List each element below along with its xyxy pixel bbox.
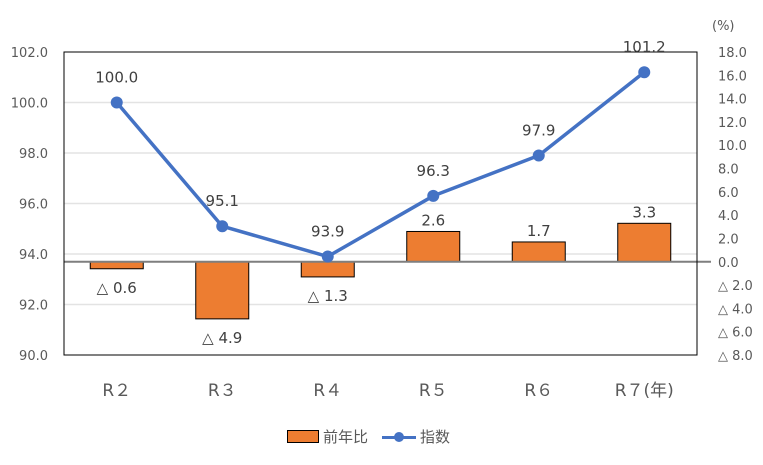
- bar-value-label: △ 1.3: [308, 287, 348, 305]
- left-tick-label: 96.0: [19, 198, 48, 213]
- line-marker: [321, 250, 334, 263]
- bar: [300, 261, 355, 278]
- right-tick-label: 8.0: [718, 163, 739, 178]
- line-marker: [532, 149, 545, 162]
- left-tick-label: 90.0: [19, 349, 48, 364]
- right-tick-label: △ 2.0: [718, 279, 753, 294]
- bar-value-label: △ 4.9: [202, 329, 242, 347]
- line-value-label: 93.9: [311, 223, 344, 241]
- right-tick-label: 12.0: [718, 116, 747, 131]
- category-label: R４: [313, 381, 342, 401]
- left-tick-label: 100.0: [11, 97, 48, 112]
- line-series-index: [110, 66, 651, 263]
- bar: [195, 261, 250, 320]
- left-tick-label: 94.0: [19, 248, 48, 263]
- right-tick-label: △ 8.0: [718, 349, 753, 364]
- line-value-label: 95.1: [206, 192, 239, 210]
- right-tick-label: 18.0: [718, 46, 747, 61]
- right-tick-label: △ 6.0: [718, 326, 753, 341]
- line-value-label: 97.9: [522, 122, 555, 140]
- left-tick-label: 92.0: [19, 299, 48, 314]
- line-value-label: 100.0: [95, 69, 138, 87]
- legend-label-yoy: 前年比: [323, 428, 369, 446]
- bar: [89, 261, 144, 270]
- right-tick-label: 2.0: [718, 232, 739, 247]
- right-tick-label: 14.0: [718, 93, 747, 108]
- bar-value-label: △ 0.6: [97, 279, 137, 297]
- legend: 前年比 指数: [287, 426, 464, 447]
- category-label: R２: [102, 381, 131, 401]
- bar-value-label: 2.6: [421, 211, 445, 229]
- left-tick-label: 102.0: [11, 46, 48, 61]
- bar: [617, 222, 672, 263]
- right-tick-label: △ 4.0: [718, 302, 753, 317]
- bar: [406, 230, 461, 263]
- line-marker: [110, 96, 123, 109]
- right-tick-label: 0.0: [718, 256, 739, 271]
- bar-series-yoy: [89, 222, 672, 320]
- right-tick-label: 10.0: [718, 139, 747, 154]
- bar-value-label: 1.7: [527, 222, 551, 240]
- legend-item-index: 指数: [382, 426, 450, 447]
- gridlines: [64, 101, 697, 306]
- right-axis-ticks: △ 8.0 △ 6.0 △ 4.0 △ 2.0 0.0 2.0 4.0 6.0 8.0 10.0 1…: [718, 46, 753, 364]
- category-label: R５: [419, 381, 448, 401]
- plot-frame: [63, 51, 698, 356]
- right-axis-unit: (%): [712, 19, 735, 34]
- left-axis-ticks: 90.0 92.0 94.0 96.0 98.0 100.0 102.0: [11, 46, 48, 364]
- line-marker-icon: [382, 431, 417, 443]
- category-label: R６: [524, 381, 553, 401]
- line-value-label: 101.2: [623, 38, 666, 56]
- line-marker: [638, 66, 651, 79]
- bar: [511, 241, 566, 263]
- right-tick-label: 4.0: [718, 209, 739, 224]
- line-marker: [427, 189, 440, 202]
- category-axis: R２ R３ R４ R５ R６ R７(年): [102, 381, 673, 401]
- combo-chart: 90.0 92.0 94.0 96.0 98.0 100.0 102.0 △ 8.0 △ 6.…: [11, 19, 753, 401]
- left-tick-label: 98.0: [19, 147, 48, 162]
- category-label: R７(年): [615, 381, 674, 401]
- legend-item-yoy: 前年比: [287, 426, 368, 447]
- data-labels: △ 0.6 △ 4.9 △ 1.3 2.6 1.7 3.3 100.0 95.1 93.9 96.…: [95, 38, 665, 347]
- right-tick-label: 16.0: [718, 69, 747, 84]
- bar-swatch-icon: [287, 430, 319, 443]
- line-value-label: 96.3: [417, 162, 450, 180]
- right-tick-label: 6.0: [718, 186, 739, 201]
- legend-label-index: 指数: [420, 428, 451, 446]
- line-marker: [216, 220, 229, 233]
- category-label: R３: [208, 381, 237, 401]
- bar-value-label: 3.3: [632, 203, 656, 221]
